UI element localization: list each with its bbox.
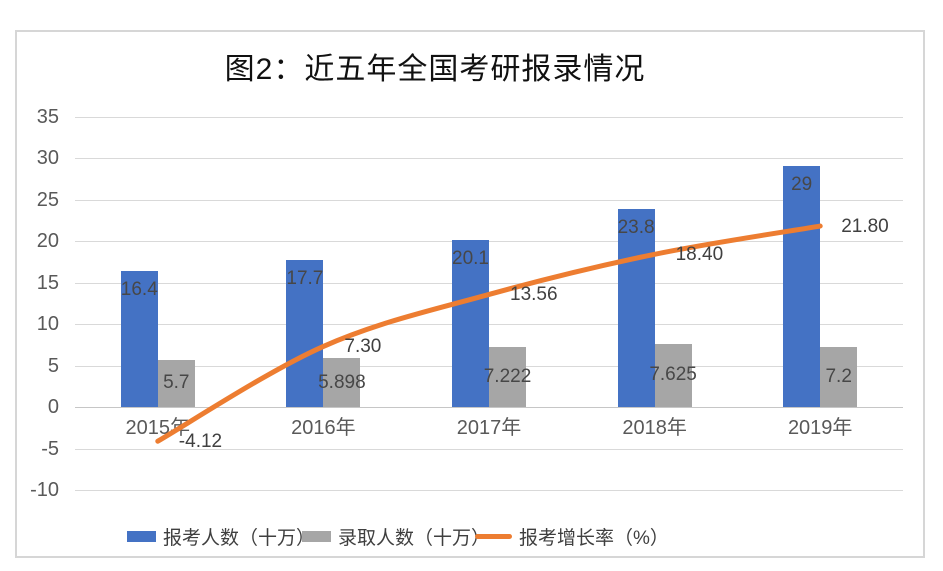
y-axis-tick-label: 10 [36,313,59,335]
legend-item-admitted: 录取人数（十万） [302,525,491,549]
y-axis-tick-label: 20 [36,230,59,252]
applicants-bar-value-label: 16.4 [120,278,158,300]
gridline [75,324,903,325]
x-axis-tick-label: 2018年 [622,417,687,439]
gridline [75,448,903,450]
gridline [75,490,903,491]
y-axis-tick-label: 35 [36,105,59,128]
gridline [75,282,903,284]
admitted-bar-value-label: 5.898 [318,371,366,393]
applicants-series-swatch [127,530,156,542]
applicants-bar-value-label: 20.1 [452,248,489,270]
y-axis-tick-label: 5 [47,354,59,377]
growth-rate-value-label: -4.12 [178,431,223,453]
x-axis-line [75,407,903,408]
gridline [75,116,903,118]
growth-rate-value-label: 21.80 [841,216,889,238]
applicants-bar [120,270,158,407]
admitted-bar [820,347,858,407]
applicants-bar-value-label: 29 [791,174,813,196]
chart-title: 图2：近五年全国考研报录情况 [224,53,646,86]
legend-label-admitted: 录取人数（十万） [338,527,491,549]
gridline [75,199,903,201]
x-axis-tick-label: 2019年 [787,417,853,439]
admitted-bar-value-label: 7.222 [483,366,532,388]
chart-card: 图2：近五年全国考研报录情况 35 30 25 20 15 10 5 0 -5 -10 2015年 2… [15,30,925,558]
gridline [75,241,903,242]
growth-rate-series-swatch [475,533,512,539]
applicants-bar-value-label: 23.8 [617,217,655,239]
y-axis-tick-label: 30 [36,147,59,169]
x-axis-tick-label: 2017年 [456,417,522,439]
growth-rate-value-label: 18.40 [675,244,724,266]
y-axis-tick-label: -5 [41,437,59,460]
y-axis-tick-label: 25 [36,188,59,211]
chart-plot-region: 图2：近五年全国考研报录情况 35 30 25 20 15 10 5 0 -5 -10 2015年 2… [17,32,923,556]
x-axis-tick-label: 2016年 [291,417,356,439]
legend-label-growth-rate: 报考增长率（%） [519,527,669,549]
y-axis-tick-label: -10 [30,479,59,501]
admitted-bar-value-label: 7.625 [649,364,697,386]
admitted-series-swatch [302,530,331,542]
growth-rate-value-label: 7.30 [344,336,382,358]
legend-item-applicants: 报考人数（十万） [127,525,316,549]
legend-item-growth-rate: 报考增长率（%） [475,525,669,549]
admitted-bar-value-label: 5.7 [163,372,190,394]
admitted-bar-value-label: 7.2 [825,366,852,388]
legend-label-applicants: 报考人数（十万） [163,527,316,549]
applicants-bar-value-label: 17.7 [286,268,324,290]
y-axis-tick-label: 0 [47,396,59,418]
growth-rate-value-label: 13.56 [510,284,558,306]
gridline [75,158,903,159]
y-axis-tick-label: 15 [36,271,59,294]
